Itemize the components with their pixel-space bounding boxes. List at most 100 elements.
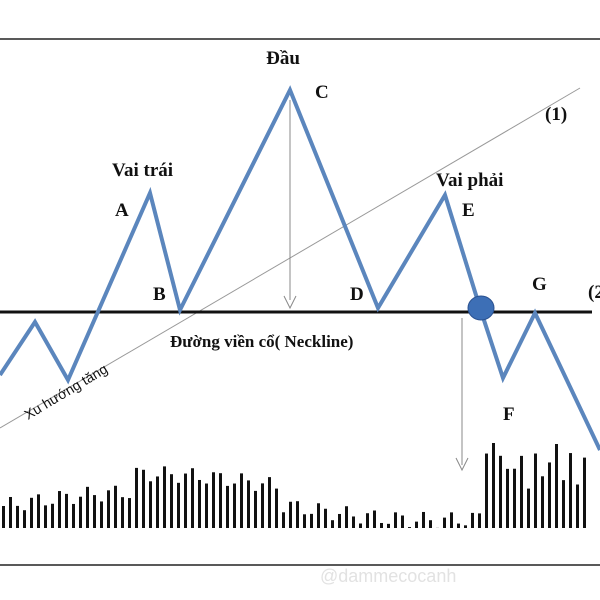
volume-bar <box>464 525 467 528</box>
volume-bar <box>156 476 159 528</box>
volume-bar <box>415 521 418 528</box>
volume-bar <box>86 486 89 528</box>
volume-bar <box>429 520 432 528</box>
volume-bar <box>373 510 376 528</box>
volume-bar <box>380 522 383 528</box>
volume-bar <box>359 523 362 528</box>
label: Vai phải <box>436 170 503 191</box>
volume-bar <box>324 508 327 528</box>
watermark: @dammecocanh <box>320 566 456 586</box>
label: B <box>153 284 166 305</box>
volume-bar <box>79 496 82 528</box>
label: C <box>315 82 329 103</box>
volume-bar <box>247 480 250 528</box>
label: (2 <box>588 282 600 303</box>
volume-bar <box>338 513 341 528</box>
label: (1) <box>545 104 567 125</box>
volume-bar <box>233 483 236 528</box>
volume-bar <box>149 481 152 528</box>
volume-bar <box>93 495 96 528</box>
volume-bar <box>499 455 502 528</box>
volume-bar <box>275 488 278 528</box>
volume-bar <box>198 479 201 528</box>
volume-bar <box>478 513 481 528</box>
volume-bar <box>114 485 117 528</box>
volume-bar <box>170 474 173 528</box>
label: A <box>115 200 129 221</box>
volume-bar <box>58 491 61 528</box>
volume-bar <box>65 493 68 528</box>
label: G <box>532 274 547 295</box>
volume-bar <box>506 468 509 528</box>
volume-bar <box>254 490 257 528</box>
volume-bar <box>37 494 40 528</box>
volume-bar <box>317 503 320 528</box>
volume-bar <box>450 512 453 528</box>
volume-bar <box>576 484 579 528</box>
volume-bar <box>303 514 306 528</box>
volume-bar <box>9 496 12 528</box>
volume-bar <box>583 457 586 528</box>
volume-bar <box>408 527 411 528</box>
volume-bar <box>331 520 334 528</box>
volume-bar <box>345 506 348 528</box>
volume-bar <box>352 516 355 528</box>
volume-bar <box>219 473 222 528</box>
volume-bar <box>513 468 516 528</box>
volume-bar <box>541 476 544 528</box>
volume-bar <box>226 485 229 528</box>
volume-bar <box>142 469 145 528</box>
volume-bar <box>548 462 551 528</box>
arrow-head <box>455 457 469 472</box>
volume-bar <box>268 477 271 528</box>
volume-bar <box>534 453 537 528</box>
volume-bar <box>2 506 5 528</box>
volume-bar <box>289 501 292 528</box>
label: Đường viền cổ( Neckline) <box>170 332 353 351</box>
volume-bar <box>184 473 187 528</box>
volume-bar <box>30 497 33 528</box>
volume-bar <box>121 497 124 528</box>
volume-bar <box>16 505 19 528</box>
volume-bar <box>492 443 495 528</box>
label: F <box>503 404 515 425</box>
volume-bar <box>135 467 138 528</box>
volume-bar <box>401 515 404 528</box>
volume-bar <box>394 512 397 528</box>
volume-bar <box>128 498 131 528</box>
volume-bar <box>471 512 474 528</box>
label: D <box>350 284 364 305</box>
arrow-head <box>283 295 297 310</box>
volume-bar <box>387 523 390 528</box>
volume-bar <box>422 511 425 528</box>
volume-bar <box>366 513 369 528</box>
volume-bar <box>212 472 215 528</box>
volume-bar <box>163 466 166 528</box>
volume-bar <box>107 490 110 528</box>
volume-bar <box>555 444 558 528</box>
volume-bar <box>177 482 180 528</box>
volume-bar <box>191 468 194 528</box>
volume-bar <box>310 513 313 528</box>
breakout-point <box>467 295 495 321</box>
volume-bar <box>520 455 523 528</box>
volume-bar <box>562 480 565 528</box>
volume-bar <box>261 483 264 528</box>
volume-bar <box>240 473 243 528</box>
label: E <box>462 200 475 221</box>
volume-bar <box>457 523 460 528</box>
volume-bar <box>282 512 285 528</box>
volume-bar <box>23 510 26 528</box>
volume-bar <box>569 453 572 528</box>
volume-bar <box>485 453 488 528</box>
volume-bar <box>443 517 446 528</box>
volume-bar <box>296 501 299 528</box>
volume-bars <box>2 443 586 528</box>
volume-bar <box>51 503 54 528</box>
volume-bar <box>205 483 208 528</box>
price-line <box>0 85 600 451</box>
label: Đầu <box>266 48 300 69</box>
volume-bar <box>100 501 103 528</box>
volume-bar <box>527 488 530 528</box>
